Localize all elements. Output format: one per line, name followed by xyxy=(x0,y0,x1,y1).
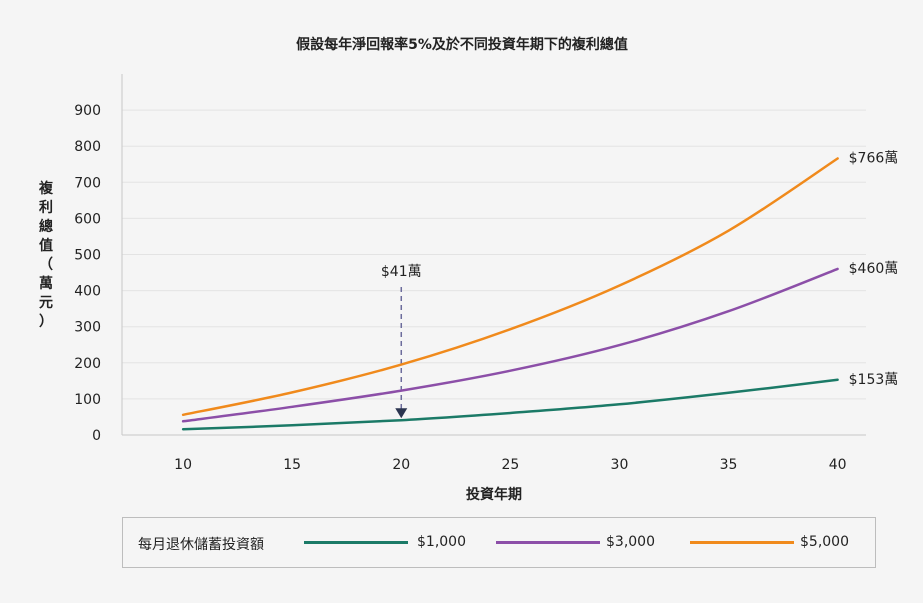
x-tick-label-25: 25 xyxy=(501,457,519,473)
legend-title: 每月退休儲蓄投資額 xyxy=(138,537,264,553)
y-tick-label-300: 300 xyxy=(74,320,101,336)
chart: 假設每年淨回報率5%及於不同投資年期下的複利總值 0 100 200 300 400 50… xyxy=(38,36,899,503)
legend-label-3000: $3,000 xyxy=(606,534,655,550)
legend-swatch-3000 xyxy=(496,541,600,544)
series-line-0 xyxy=(181,378,839,431)
end-labels: $153萬 $460萬 $766萬 xyxy=(849,150,899,387)
legend: 每月退休儲蓄投資額 $1,000 $3,000 $5,000 xyxy=(122,517,876,568)
y-axis-label: 複利總值（萬元） xyxy=(38,180,54,330)
y-tick-label-100: 100 xyxy=(74,392,101,408)
y-tick-label-500: 500 xyxy=(74,248,101,264)
x-tick-label-15: 15 xyxy=(283,457,301,473)
annotation-label: $41萬 xyxy=(381,264,422,280)
series-end-label-1: $460萬 xyxy=(849,261,899,277)
y-tick-label-800: 800 xyxy=(74,139,101,155)
series-line-2 xyxy=(181,157,839,417)
legend-label-5000: $5,000 xyxy=(800,534,849,550)
legend-swatch-1000 xyxy=(304,541,408,544)
series-end-label-2: $766萬 xyxy=(849,150,899,166)
chart-title: 假設每年淨回報率5%及於不同投資年期下的複利總值 xyxy=(296,36,628,53)
x-tick-label-20: 20 xyxy=(392,457,410,473)
x-tick-label-40: 40 xyxy=(829,457,847,473)
series xyxy=(181,157,839,431)
x-tick-labels: 10 15 20 25 30 35 40 xyxy=(174,457,846,473)
y-tick-labels: 0 100 200 300 400 500 600 700 800 900 xyxy=(74,103,101,444)
axes xyxy=(121,74,866,436)
y-tick-label-0: 0 xyxy=(92,428,101,444)
grid xyxy=(122,109,866,400)
legend-label-1000: $1,000 xyxy=(417,534,466,550)
y-tick-label-400: 400 xyxy=(74,284,101,300)
y-tick-label-200: 200 xyxy=(74,356,101,372)
legend-swatch-5000 xyxy=(690,541,794,544)
y-tick-label-600: 600 xyxy=(74,211,101,227)
annotation: $41萬 xyxy=(381,264,422,419)
x-tick-label-10: 10 xyxy=(174,457,192,473)
x-tick-label-30: 30 xyxy=(611,457,629,473)
annotation-arrow-head xyxy=(395,408,408,419)
x-axis-label: 投資年期 xyxy=(466,486,522,503)
x-tick-label-35: 35 xyxy=(720,457,738,473)
series-line-1 xyxy=(181,267,839,423)
y-tick-label-900: 900 xyxy=(74,103,101,119)
series-end-label-0: $153萬 xyxy=(849,372,899,388)
y-tick-label-700: 700 xyxy=(74,175,101,191)
